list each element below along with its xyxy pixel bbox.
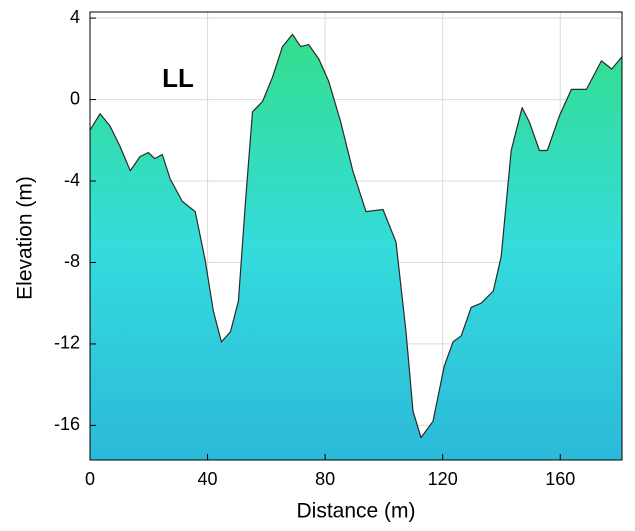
x-tick-label: 0 [85,469,95,489]
y-tick-label: -4 [64,170,80,190]
x-tick-label: 160 [545,469,575,489]
profile-line [89,33,623,439]
x-tick-label: 80 [315,469,335,489]
area [90,34,622,461]
y-tick-label: 0 [70,88,80,108]
x-tick-label: 120 [428,469,458,489]
y-tick-label: -8 [64,251,80,271]
y-tick-label: 4 [70,7,80,27]
y-axis-title: Elevation (m) [14,176,37,300]
y-tick-label: -12 [54,333,80,353]
annotation: LL [162,63,194,93]
x-axis-title: Distance (m) [296,500,415,523]
area-group [89,33,623,461]
plot-frame [89,11,623,461]
x-tick-label: 40 [198,469,218,489]
y-tick-label: -16 [54,414,80,434]
